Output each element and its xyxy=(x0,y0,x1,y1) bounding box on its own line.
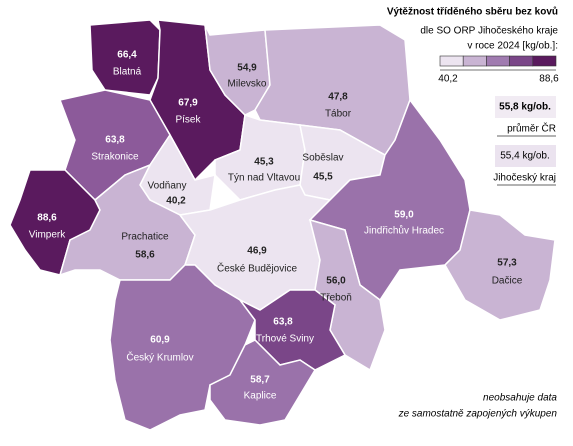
footnote: neobsahuje data xyxy=(483,393,557,404)
region-name: Milevsko xyxy=(228,79,267,90)
region-value: 60,9 xyxy=(150,335,170,346)
legend-swatch xyxy=(439,55,464,67)
subtitle: dle SO ORP Jihočeského kraje xyxy=(420,26,558,37)
region-name: České Budějovice xyxy=(217,262,297,275)
region-name: Soběslav xyxy=(302,153,343,164)
region-name: Jindřichův Hradec xyxy=(364,225,444,237)
footnote: ze samostatně zapojených výkupen xyxy=(398,409,558,420)
region-value: 45,5 xyxy=(313,172,333,183)
legend: 40,2 88,6 55,8 kg/ob. průměr ČR 55,4 kg/ob. J… xyxy=(438,55,559,186)
region-value: 66,4 xyxy=(117,50,137,61)
reference-label: Jihočeský kraj xyxy=(493,173,556,184)
region-value: 67,9 xyxy=(178,98,198,109)
legend-swatch xyxy=(486,55,510,67)
region xyxy=(89,19,161,96)
legend-label: 88,6 xyxy=(539,74,559,85)
region-name: Trhové Sviny xyxy=(256,334,314,345)
region-value: 54,9 xyxy=(237,63,257,74)
region-value: 45,3 xyxy=(254,157,274,168)
region-value: 46,9 xyxy=(247,246,267,257)
legend-label: 40,2 xyxy=(438,74,458,85)
region-name: Český Krumlov xyxy=(126,351,193,364)
legend-swatch xyxy=(509,55,534,67)
region-value: 59,0 xyxy=(394,210,414,221)
region xyxy=(209,339,317,426)
region-value: 56,0 xyxy=(326,276,346,287)
reference-value: 55,8 kg/ob. xyxy=(499,102,551,113)
reference-box xyxy=(495,145,556,167)
title: Výtěžnost tříděného sběru bez kovů xyxy=(387,6,558,18)
region-name: Týn nad Vltavou xyxy=(228,173,300,184)
region-value: 88,6 xyxy=(37,213,57,224)
region-value: 47,8 xyxy=(328,92,348,103)
reference-box xyxy=(495,96,556,118)
region-name: Třeboň xyxy=(320,293,352,304)
region-name: Blatná xyxy=(113,67,142,78)
legend-swatch xyxy=(532,55,557,67)
reference-value: 55,4 kg/ob. xyxy=(500,151,549,162)
region-name: Dačice xyxy=(492,276,523,287)
subtitle: v roce 2024 [kg/ob.]: xyxy=(467,41,558,52)
region-value: 58,6 xyxy=(135,250,155,261)
region-name: Vimperk xyxy=(29,230,66,241)
region-value: 40,2 xyxy=(166,196,186,207)
region-value: 57,3 xyxy=(497,258,517,269)
region-name: Písek xyxy=(175,115,201,126)
region-labels: 66,4 Blatná 67,9 Písek 54,9 Milevsko 47,8 Tábor… xyxy=(29,50,523,402)
region-name: Strakonice xyxy=(91,152,139,163)
reference-label: průměr ČR xyxy=(507,122,556,135)
legend-swatch xyxy=(462,55,487,67)
region-name: Vodňany xyxy=(148,181,187,192)
region xyxy=(444,209,556,321)
region-value: 63,8 xyxy=(273,317,293,328)
region-value: 63,8 xyxy=(105,135,125,146)
region-name: Tábor xyxy=(325,109,352,120)
region-name: Prachatice xyxy=(121,232,169,243)
region-name: Kaplice xyxy=(244,391,277,402)
region xyxy=(308,218,386,372)
regions xyxy=(9,19,556,431)
region-value: 58,7 xyxy=(250,375,270,386)
